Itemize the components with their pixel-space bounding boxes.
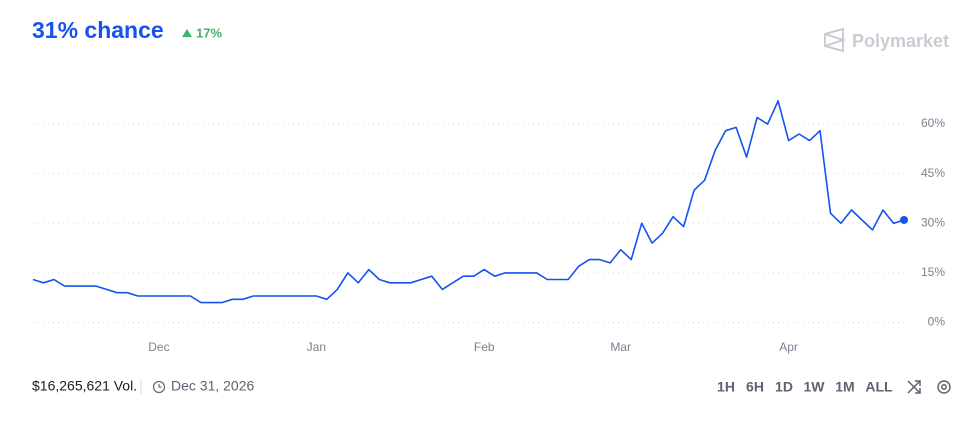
x-tick-label: Mar <box>610 340 631 354</box>
y-tick-label: 60% <box>921 116 945 130</box>
range-button[interactable]: ALL <box>865 379 893 395</box>
range-button[interactable]: 1H <box>717 379 735 395</box>
clock-icon <box>152 380 166 394</box>
change: 17% <box>196 25 222 40</box>
y-tick-label: 30% <box>921 215 945 229</box>
logo <box>824 27 847 53</box>
brand: Polymarket <box>852 31 949 51</box>
line <box>32 100 905 304</box>
shuffle-icon[interactable] <box>907 380 921 394</box>
y-tick-label: 0% <box>928 315 946 329</box>
up-arrow <box>182 29 192 37</box>
range-button[interactable]: 1D <box>775 379 793 395</box>
x-tick-label: Feb <box>474 340 495 354</box>
y-tick-label: 15% <box>921 265 945 279</box>
settings-icon[interactable] <box>937 380 951 394</box>
x-tick-label: Dec <box>148 340 169 354</box>
range-button[interactable]: 1W <box>804 379 826 395</box>
range-button[interactable]: 1M <box>835 379 854 395</box>
end-dot <box>900 215 908 224</box>
volume: $16,265,621 Vol. <box>32 378 137 394</box>
headline: 31% chance <box>32 17 164 43</box>
x-tick-label: Apr <box>779 340 798 354</box>
range-button[interactable]: 6H <box>746 379 764 395</box>
y-tick-label: 45% <box>921 166 945 180</box>
end-date: Dec 31, 2026 <box>171 378 254 394</box>
x-tick-label: Jan <box>307 340 326 354</box>
